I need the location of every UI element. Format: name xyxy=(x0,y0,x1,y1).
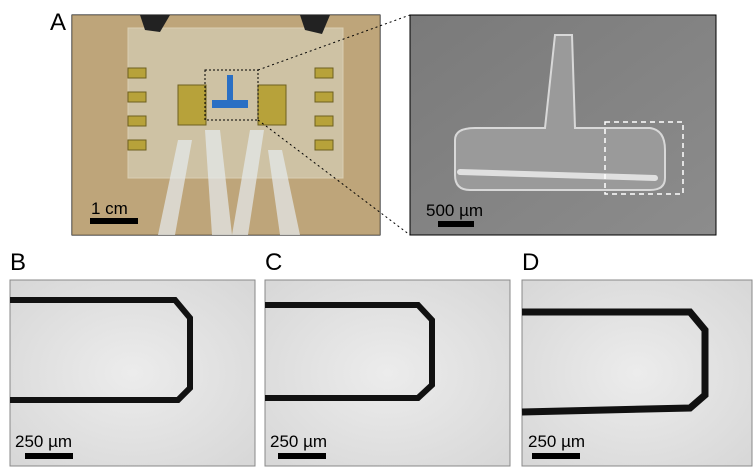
scale-bar xyxy=(438,221,474,227)
scale-label: 250 µm xyxy=(270,432,327,451)
micrograph: 250 µm xyxy=(10,280,255,466)
device-photo: 1 cm xyxy=(72,15,380,235)
scale-label: 250 µm xyxy=(15,432,72,451)
figure: 1 cm A 500 µm B 250 µm C 250 µm D 250 µm xyxy=(0,0,754,470)
scale-bar xyxy=(532,453,580,459)
micrograph: 250 µm xyxy=(265,280,510,466)
scale-bar xyxy=(25,453,73,459)
micrograph: 250 µm xyxy=(522,280,752,466)
panel-label: A xyxy=(50,9,66,36)
page: 1 cm A 500 µm B 250 µm C 250 µm D 250 µm… xyxy=(0,0,754,470)
scale-label: 250 µm xyxy=(528,432,585,451)
scale-bar xyxy=(278,453,326,459)
panel-label: B xyxy=(10,249,26,276)
sem-image: 500 µm xyxy=(410,15,716,235)
panel-label: C xyxy=(265,249,282,276)
scale-label: 1 cm xyxy=(91,199,128,218)
channel-blue xyxy=(227,75,233,103)
scale-label: 500 µm xyxy=(426,201,483,220)
scale-bar xyxy=(90,218,138,224)
panel-label: D xyxy=(522,249,539,276)
